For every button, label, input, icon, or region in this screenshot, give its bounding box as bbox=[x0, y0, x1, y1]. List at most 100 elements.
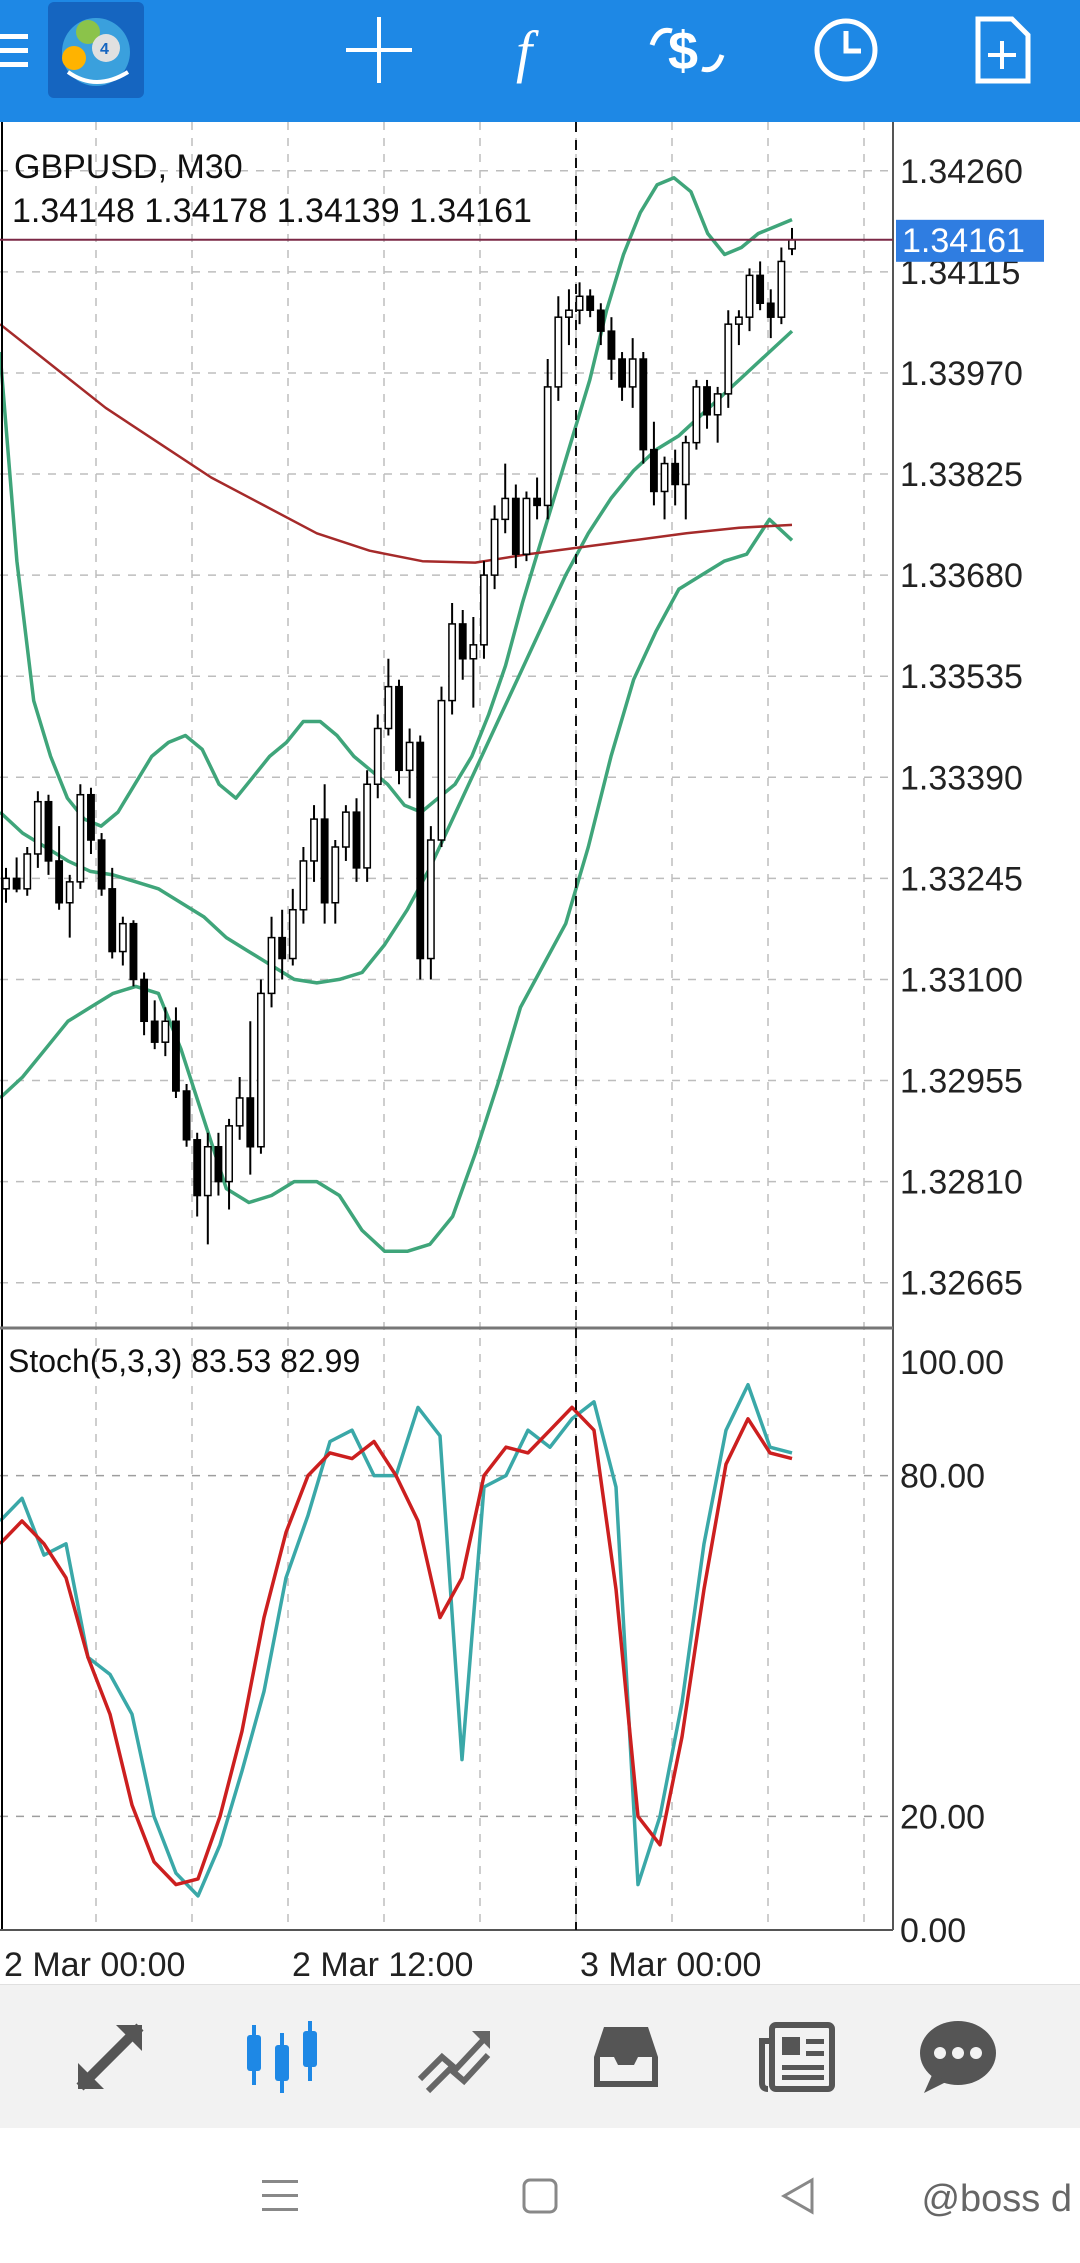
candle-body bbox=[172, 1020, 180, 1092]
candle-body bbox=[140, 978, 149, 1023]
trade-icon[interactable] bbox=[394, 1999, 514, 2115]
price-tick-label: 1.33970 bbox=[900, 355, 1023, 393]
current-price-tag bbox=[896, 219, 1044, 262]
candle-body bbox=[416, 741, 425, 960]
candle-body bbox=[788, 239, 796, 250]
candle-body bbox=[203, 1146, 212, 1197]
candle-body bbox=[299, 860, 308, 911]
svg-text:4: 4 bbox=[100, 41, 109, 58]
back-button[interactable] bbox=[758, 2128, 838, 2263]
candle-body bbox=[543, 386, 552, 507]
clock-icon[interactable] bbox=[806, 0, 886, 100]
bollinger-upper-band bbox=[0, 176, 793, 828]
new-document-icon[interactable] bbox=[964, 0, 1040, 100]
candle-body bbox=[161, 1020, 170, 1043]
candle-body bbox=[554, 316, 563, 388]
candle-body bbox=[490, 518, 499, 576]
candle-body bbox=[12, 877, 21, 890]
candle-body bbox=[2, 877, 10, 890]
price-tick-label: 1.32810 bbox=[900, 1164, 1023, 1202]
candle-body bbox=[76, 793, 85, 883]
candle-body bbox=[33, 800, 42, 855]
candle-body bbox=[23, 853, 32, 890]
candle-body bbox=[575, 295, 584, 311]
candle-body bbox=[288, 908, 297, 960]
candle-body bbox=[692, 386, 701, 444]
candle-body bbox=[256, 992, 265, 1148]
price-tick-label: 1.33390 bbox=[900, 759, 1023, 797]
candle-body bbox=[55, 860, 64, 904]
price-tick-label: 1.33535 bbox=[900, 658, 1023, 696]
candle-body bbox=[756, 274, 765, 304]
watermark-text: @boss d bbox=[921, 2178, 1072, 2220]
stoch-tick-label: 80.00 bbox=[900, 1458, 985, 1496]
candle-body bbox=[182, 1090, 191, 1141]
candle-body bbox=[607, 330, 616, 360]
metatrader-logo[interactable]: 4 bbox=[48, 0, 144, 100]
candle-body bbox=[150, 1020, 159, 1043]
top-toolbar: 4 f $ bbox=[0, 0, 1080, 122]
price-tick-label: 1.32955 bbox=[900, 1063, 1023, 1101]
price-tick-label: 1.33825 bbox=[900, 456, 1023, 494]
chart-area[interactable]: GBPUSD, M30 1.34148 1.34178 1.34139 1.34… bbox=[0, 122, 1080, 1984]
stoch-tick-label: 0.00 bbox=[900, 1912, 966, 1950]
candle-body bbox=[384, 685, 393, 730]
candle-body bbox=[310, 818, 318, 862]
price-tick-label: 1.34260 bbox=[900, 153, 1023, 191]
moving-average-line bbox=[0, 323, 793, 564]
candle-body bbox=[44, 800, 53, 862]
candle-body bbox=[681, 441, 690, 486]
candle-body bbox=[501, 497, 510, 521]
candle-body bbox=[97, 839, 106, 890]
candle-body bbox=[426, 839, 435, 960]
price-tick-label: 1.33245 bbox=[900, 860, 1023, 898]
stoch-label: Stoch(5,3,3) 83.53 82.99 bbox=[8, 1343, 360, 1379]
indicator-f-icon[interactable]: f bbox=[496, 0, 572, 100]
candle-body bbox=[628, 358, 637, 388]
stoch-tick-label: 20.00 bbox=[900, 1798, 985, 1836]
current-price-text: 1.34161 bbox=[902, 222, 1025, 260]
candle-body bbox=[703, 386, 711, 416]
trade-dollar-icon[interactable]: $ bbox=[644, 0, 730, 100]
candle-body bbox=[533, 497, 542, 507]
chart-canvas[interactable]: GBPUSD, M30 1.34148 1.34178 1.34139 1.34… bbox=[0, 122, 1080, 1984]
candle-body bbox=[639, 358, 648, 451]
system-navigation-bar bbox=[0, 2128, 1080, 2263]
time-tick-label: 2 Mar 12:00 bbox=[292, 1946, 473, 1984]
candle-body bbox=[469, 644, 478, 660]
recents-button[interactable] bbox=[240, 2128, 320, 2263]
bollinger-lower-band bbox=[0, 517, 794, 1254]
symbol-label: GBPUSD, M30 bbox=[14, 148, 243, 186]
candle-body bbox=[331, 846, 340, 904]
candle-body bbox=[565, 309, 573, 318]
candle-body bbox=[246, 1097, 255, 1148]
history-icon[interactable] bbox=[566, 1999, 686, 2115]
candle-body bbox=[118, 922, 127, 953]
candle-body bbox=[437, 699, 446, 841]
candle-body bbox=[320, 818, 329, 904]
quotes-icon[interactable] bbox=[50, 1999, 170, 2115]
candle-body bbox=[214, 1146, 223, 1183]
news-icon[interactable] bbox=[738, 1999, 858, 2115]
candle-body bbox=[724, 323, 733, 395]
candle-body bbox=[660, 462, 669, 493]
home-button[interactable] bbox=[500, 2128, 580, 2263]
bottom-navigation bbox=[0, 1984, 1080, 2129]
candle-body bbox=[363, 783, 372, 869]
price-tick-label: 1.33100 bbox=[900, 961, 1023, 999]
price-tick-label: 1.33680 bbox=[900, 557, 1023, 595]
candle-body bbox=[745, 274, 754, 318]
candle-body bbox=[458, 623, 467, 660]
price-tick-label: 1.32665 bbox=[900, 1265, 1023, 1303]
candle-body bbox=[235, 1097, 244, 1127]
candle-body bbox=[352, 811, 361, 869]
crosshair-icon[interactable] bbox=[338, 0, 420, 100]
time-tick-label: 3 Mar 00:00 bbox=[580, 1946, 761, 1984]
candle-body bbox=[511, 497, 520, 555]
chat-icon[interactable] bbox=[898, 1999, 1018, 2115]
menu-icon[interactable] bbox=[0, 0, 34, 100]
time-tick-label: 2 Mar 00:00 bbox=[4, 1946, 185, 1984]
candle-body bbox=[129, 922, 138, 981]
chart-icon[interactable] bbox=[222, 1999, 342, 2115]
candle-body bbox=[522, 497, 531, 555]
